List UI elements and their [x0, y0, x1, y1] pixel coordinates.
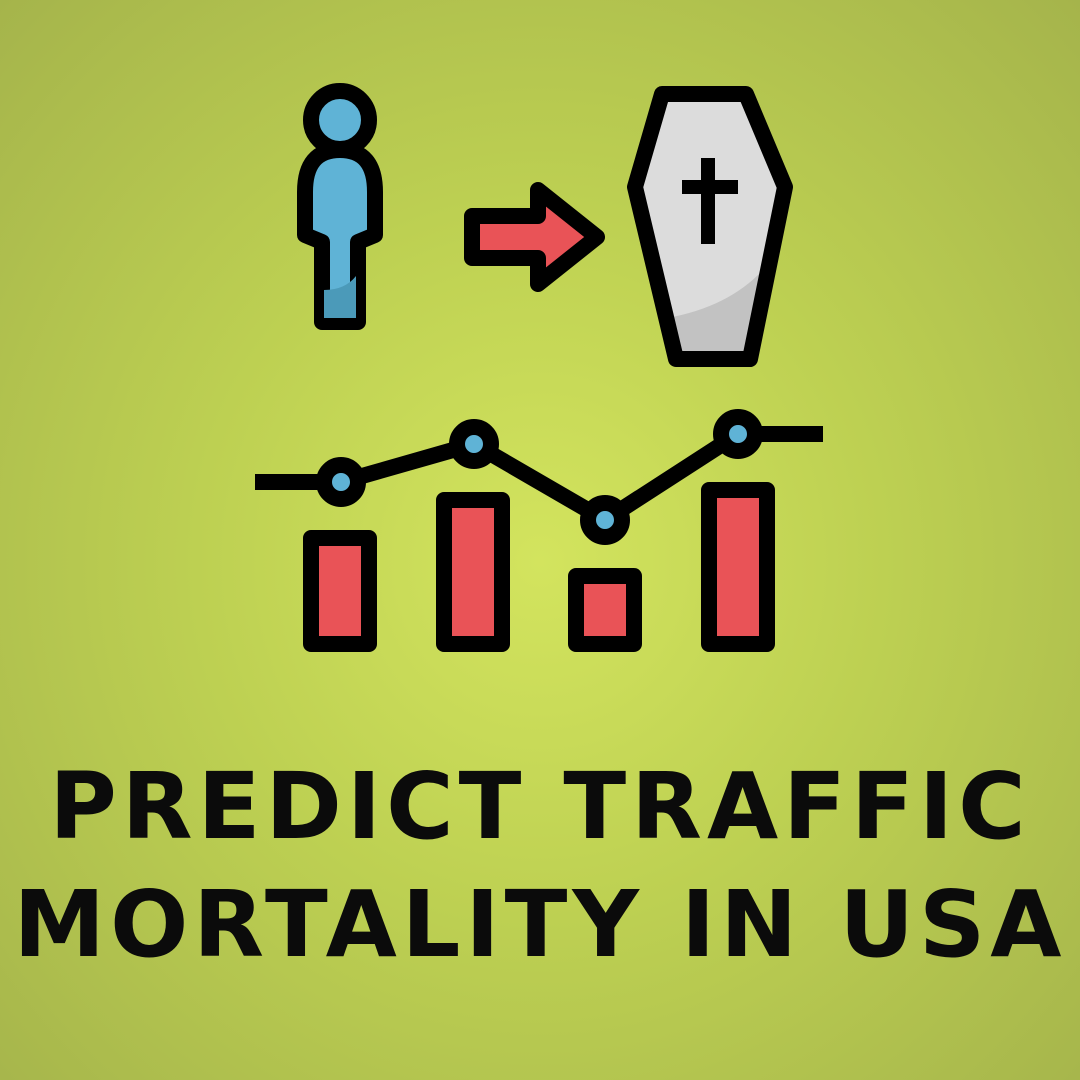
person-icon — [297, 83, 383, 330]
chart-point-1 — [316, 457, 366, 507]
title-line-1: PREDICT TRAFFIC — [49, 753, 1031, 860]
coffin-icon — [627, 86, 793, 367]
chart-points — [316, 409, 763, 545]
bar-line-chart-icon — [255, 409, 823, 652]
chart-bars — [303, 482, 775, 652]
chart-point-3 — [580, 495, 630, 545]
chart-bar-4 — [701, 482, 775, 652]
cross-icon — [682, 158, 738, 244]
chart-point-2 — [449, 419, 499, 469]
arrow-right-icon — [464, 182, 605, 292]
title-line-2: MORTALITY IN USA — [13, 871, 1067, 978]
chart-bar-3 — [568, 568, 642, 652]
chart-bar-2 — [436, 492, 510, 652]
page-title: PREDICT TRAFFIC MORTALITY IN USA — [0, 748, 1080, 984]
chart-bar-1 — [303, 530, 377, 652]
chart-point-4 — [713, 409, 763, 459]
